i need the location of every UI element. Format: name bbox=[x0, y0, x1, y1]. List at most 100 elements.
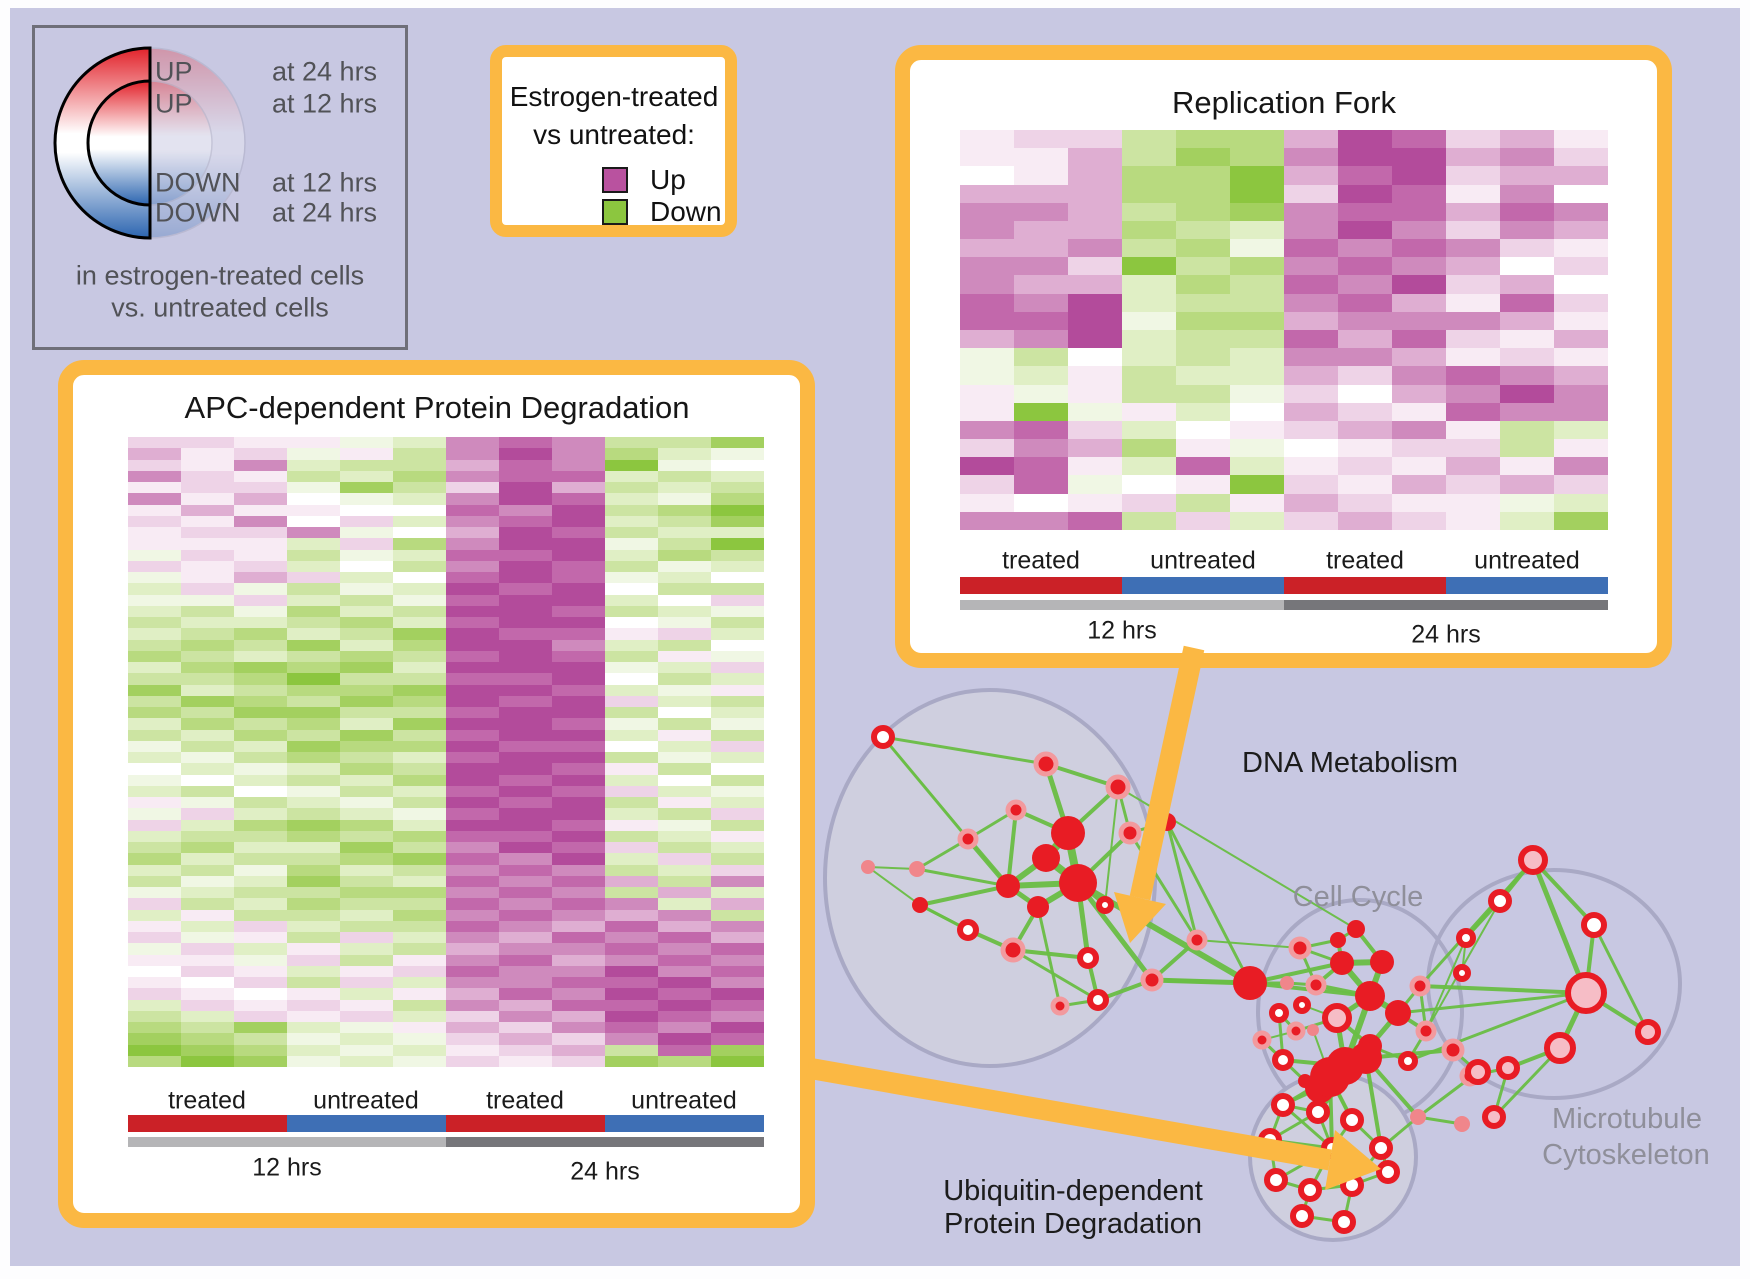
heatmap-cell bbox=[446, 999, 499, 1011]
heatmap-cell bbox=[605, 549, 658, 561]
heatmap-cell bbox=[960, 475, 1014, 494]
heatmap-cell bbox=[287, 853, 340, 865]
heatmap-cell bbox=[128, 763, 181, 775]
heatmap-cell bbox=[1284, 293, 1338, 312]
heatmap-cell bbox=[1176, 311, 1230, 330]
heatmap-cell bbox=[287, 875, 340, 887]
heatmap-cell bbox=[552, 1044, 605, 1056]
ring-row-word-3: DOWN bbox=[155, 167, 241, 198]
untreated-bar bbox=[287, 1115, 446, 1132]
heatmap-cell bbox=[1554, 493, 1608, 512]
heatmap-cell bbox=[1284, 402, 1338, 421]
heatmap-cell bbox=[1122, 184, 1176, 203]
heatmap-cell bbox=[1284, 202, 1338, 221]
heatmap-cell bbox=[1284, 511, 1338, 530]
heatmap-cell bbox=[181, 774, 234, 786]
heatmap-cell bbox=[552, 729, 605, 741]
heatmap-cell bbox=[1392, 420, 1446, 440]
heatmap-cell bbox=[1500, 329, 1554, 349]
heatmap-cell bbox=[1230, 257, 1284, 276]
heatmap-cell bbox=[1284, 184, 1338, 203]
heatmap-cell bbox=[605, 560, 658, 572]
heatmap-cell bbox=[605, 729, 658, 741]
heatmap-cell bbox=[446, 1010, 499, 1022]
heatmap-cell bbox=[393, 785, 446, 797]
heatmap-cell bbox=[552, 459, 605, 471]
heatmap-cell bbox=[340, 594, 393, 606]
heatmap-cell bbox=[499, 594, 552, 606]
heatmap-cell bbox=[234, 459, 287, 471]
heatmap-cell bbox=[499, 493, 552, 505]
heatmap-cell bbox=[499, 605, 552, 617]
heatmap-cell bbox=[340, 853, 393, 865]
heatmap-cell bbox=[393, 864, 446, 876]
heatmap-cell bbox=[552, 943, 605, 955]
heatmap-cell bbox=[128, 842, 181, 854]
heatmap-cell bbox=[340, 1022, 393, 1034]
heatmap-cell bbox=[128, 482, 181, 494]
heatmap-cell bbox=[499, 729, 552, 741]
heatmap-cell bbox=[1230, 275, 1284, 294]
heatmap-cell bbox=[605, 842, 658, 854]
apc-24hrs-label: 24 hrs bbox=[570, 1157, 640, 1186]
heatmap-cell bbox=[1068, 384, 1122, 403]
heatmap-cell bbox=[128, 470, 181, 482]
heatmap-cell bbox=[605, 639, 658, 651]
heatmap-cell bbox=[181, 853, 234, 865]
heatmap-cell bbox=[340, 583, 393, 595]
heatmap-cell bbox=[1014, 257, 1068, 276]
heatmap-cell bbox=[340, 707, 393, 719]
heatmap-cell bbox=[128, 583, 181, 595]
heatmap-cell bbox=[128, 965, 181, 977]
heatmap-cell bbox=[1230, 366, 1284, 385]
heatmap-cell bbox=[1176, 257, 1230, 276]
heatmap-cell bbox=[552, 740, 605, 752]
heatmap-cell bbox=[234, 853, 287, 865]
heatmap-cell bbox=[128, 572, 181, 584]
heatmap-cell bbox=[181, 977, 234, 989]
down-label: Down bbox=[650, 196, 722, 227]
heatmap-cell bbox=[711, 887, 764, 899]
heatmap-cell bbox=[234, 572, 287, 584]
heatmap-cell bbox=[1014, 511, 1068, 530]
heatmap-cell bbox=[340, 1055, 393, 1067]
heatmap-cell bbox=[128, 909, 181, 921]
heatmap-cell bbox=[1338, 148, 1392, 167]
heatmap-cell bbox=[1554, 511, 1608, 530]
heatmap-cell bbox=[1014, 420, 1068, 440]
rf-group-label-2: untreated bbox=[1150, 546, 1256, 575]
heatmap-cell bbox=[446, 808, 499, 820]
heatmap-cell bbox=[605, 785, 658, 797]
heatmap-cell bbox=[1500, 293, 1554, 312]
heatmap-cell bbox=[552, 639, 605, 651]
heatmap-cell bbox=[340, 650, 393, 662]
heatmap-cell bbox=[446, 752, 499, 764]
heatmap-cell bbox=[393, 853, 446, 865]
heatmap-cell bbox=[1446, 329, 1500, 349]
heatmap-cell bbox=[1554, 348, 1608, 367]
heatmap-cell bbox=[287, 527, 340, 539]
heatmap-cell bbox=[552, 673, 605, 685]
heatmap-cell bbox=[340, 718, 393, 730]
heatmap-cell bbox=[711, 718, 764, 730]
heatmap-cell bbox=[1446, 202, 1500, 221]
heatmap-cell bbox=[181, 718, 234, 730]
heatmap-cell bbox=[605, 909, 658, 921]
heatmap-cell bbox=[128, 785, 181, 797]
heatmap-cell bbox=[234, 448, 287, 460]
heatmap-cell bbox=[181, 954, 234, 966]
heatmap-cell bbox=[499, 1022, 552, 1034]
heatmap-cell bbox=[287, 684, 340, 696]
heatmap-cell bbox=[605, 1022, 658, 1034]
heatmap-cell bbox=[446, 504, 499, 516]
heatmap-cell bbox=[393, 493, 446, 505]
heatmap-cell bbox=[1392, 239, 1446, 258]
heatmap-cell bbox=[499, 842, 552, 854]
heatmap-cell bbox=[552, 977, 605, 989]
heatmap-cell bbox=[605, 707, 658, 719]
heatmap-cell bbox=[1554, 275, 1608, 294]
heatmap-cell bbox=[711, 594, 764, 606]
heatmap-cell bbox=[234, 988, 287, 1000]
heatmap-cell bbox=[605, 763, 658, 775]
heatmap-cell bbox=[658, 695, 711, 707]
